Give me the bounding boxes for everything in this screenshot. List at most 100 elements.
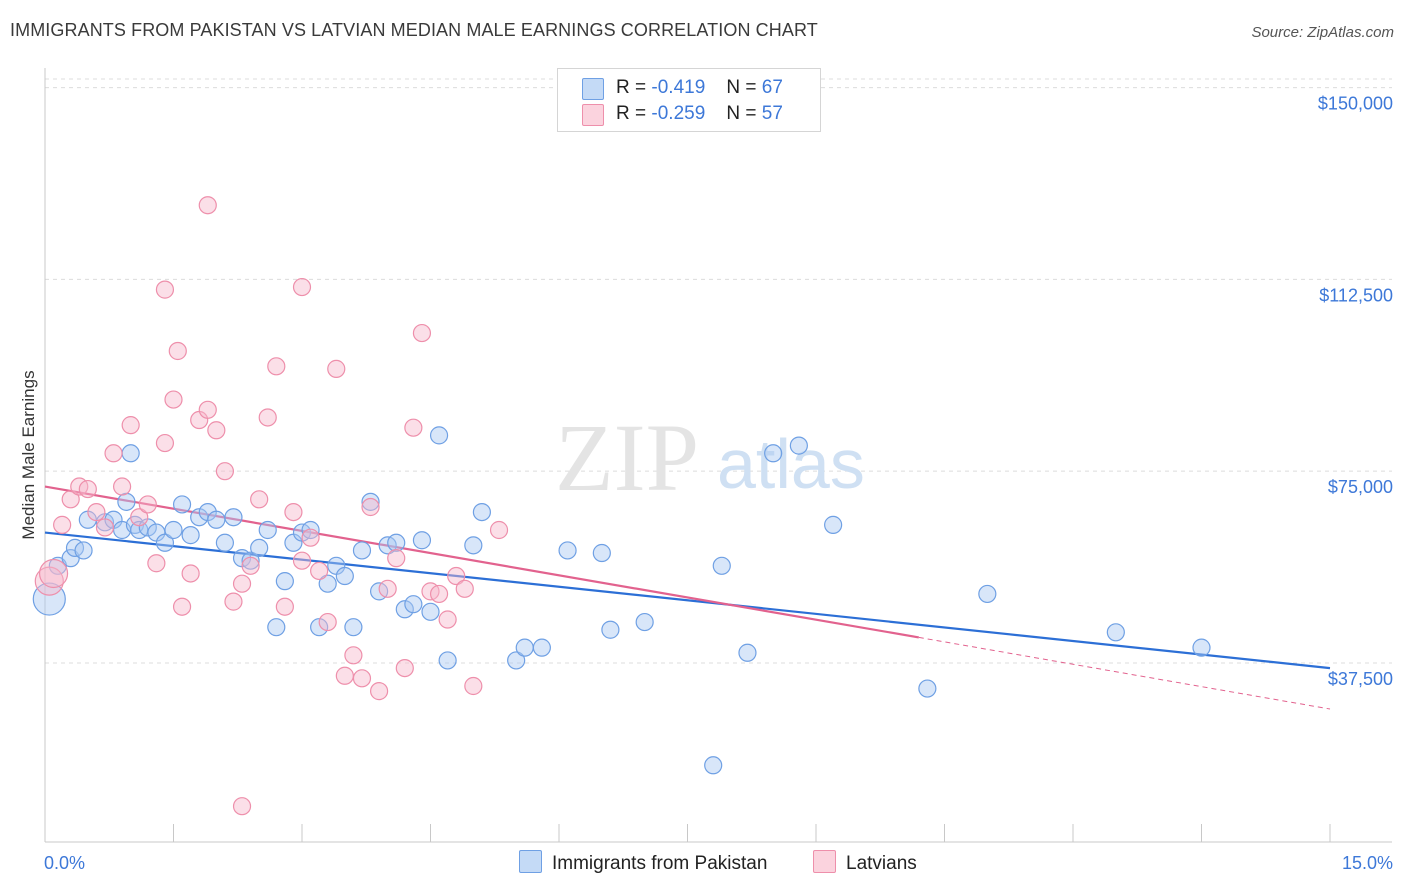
point-pakistan [395,600,414,619]
point-pakistan [918,679,937,698]
point-latvians [284,502,303,522]
point-pakistan [250,538,269,558]
point-latvians [232,797,252,816]
point-pakistan [164,520,183,540]
point-pakistan [224,508,243,527]
point-pakistan [181,526,200,545]
tick-labels: $37,500 $75,000 $112,500 $150,000 0.0% 15.0% [44,94,1393,873]
stats-legend: R = -0.419 N = 67 R = -0.259 N = 57 [557,68,821,132]
point-latvians [327,359,346,378]
y-tick-label: $112,500 [1319,285,1393,305]
point-latvians [318,612,337,632]
point-pakistan [532,638,551,657]
r-label: R = [616,77,647,98]
point-latvians [292,551,312,570]
swatch-pakistan [582,78,604,100]
point-latvians [207,421,226,440]
point-latvians [361,497,380,517]
point-latvians [447,566,466,586]
point-pakistan [438,651,457,670]
point-pakistan [258,520,277,540]
watermark-zip: ZIP [555,404,699,511]
point-latvians [275,597,294,616]
point-latvians [370,682,389,701]
point-pakistan [592,543,611,563]
n-value: 67 [761,77,783,98]
point-latvians [344,646,363,665]
point-pakistan [558,541,577,560]
point-pakistan [464,536,483,555]
point-latvians [34,566,64,596]
point-latvians [250,490,269,509]
point-pakistan [241,551,260,570]
point-pakistan [121,444,140,463]
point-latvians [198,400,217,419]
point-latvians [395,658,414,678]
point-latvians [387,549,406,568]
point-latvians [267,357,286,376]
point-latvians [168,341,187,361]
watermark-atlas: atlas [717,425,865,503]
swatch-latvians [582,104,604,126]
legend-item-latvians: Latvians [813,850,917,875]
point-latvians [310,561,329,581]
point-latvians [412,323,432,343]
point-latvians [404,418,423,437]
point-pakistan [978,584,997,604]
point-pakistan [789,436,808,455]
point-latvians [53,515,72,534]
y-tick-label: $37,500 [1328,669,1393,689]
point-latvians [78,479,97,499]
point-pakistan [155,533,175,552]
point-latvians [258,408,277,427]
point-latvians [38,558,69,589]
point-latvians [232,574,252,593]
legend-label-pakistan: Immigrants from Pakistan [552,853,768,874]
legend-swatch-latvians [813,850,836,873]
point-latvians [172,597,192,616]
point-pakistan [267,618,286,637]
x-tick-label: 15.0% [1342,853,1393,873]
point-pakistan [318,574,337,593]
point-pakistan [635,612,654,632]
point-pakistan [472,502,491,522]
point-pakistan [215,533,234,552]
point-pakistan [207,510,226,529]
point-latvians [95,518,115,537]
point-pakistan [344,618,363,637]
chart-title: IMMIGRANTS FROM PAKISTAN VS LATVIAN MEDI… [10,20,818,40]
point-latvians [464,676,483,696]
y-tick-label: $150,000 [1318,94,1393,114]
point-pakistan [32,582,66,616]
point-latvians [147,554,166,573]
trend-line-pakistan [44,531,1331,670]
point-pakistan [824,515,843,534]
point-pakistan [352,541,372,560]
legend-item-pakistan: Immigrants from Pakistan [519,850,767,875]
point-latvians [138,495,157,514]
trend-line-latvians [44,485,919,639]
point-pakistan [704,756,723,775]
point-latvians [429,584,449,604]
watermark: ZIP atlas [555,404,865,511]
point-latvians [164,390,183,409]
source-credit: Source: ZipAtlas.com [1251,24,1394,41]
point-pakistan [335,566,354,586]
x-tick-label: 0.0% [44,853,85,873]
point-pakistan [1192,638,1211,657]
point-latvians [455,579,474,598]
point-latvians [155,280,175,299]
point-latvians [181,564,200,583]
y-axis-label: Median Male Earnings [19,370,38,539]
point-pakistan [117,492,136,511]
point-pakistan [1106,623,1125,642]
point-latvians [241,556,260,575]
point-latvians [335,666,354,685]
point-pakistan [507,651,526,670]
trend-line-latvians-extension [918,636,1331,710]
point-latvians [224,592,243,611]
n-label: N = [726,103,757,124]
point-latvians [489,520,509,540]
point-pakistan [412,531,432,550]
